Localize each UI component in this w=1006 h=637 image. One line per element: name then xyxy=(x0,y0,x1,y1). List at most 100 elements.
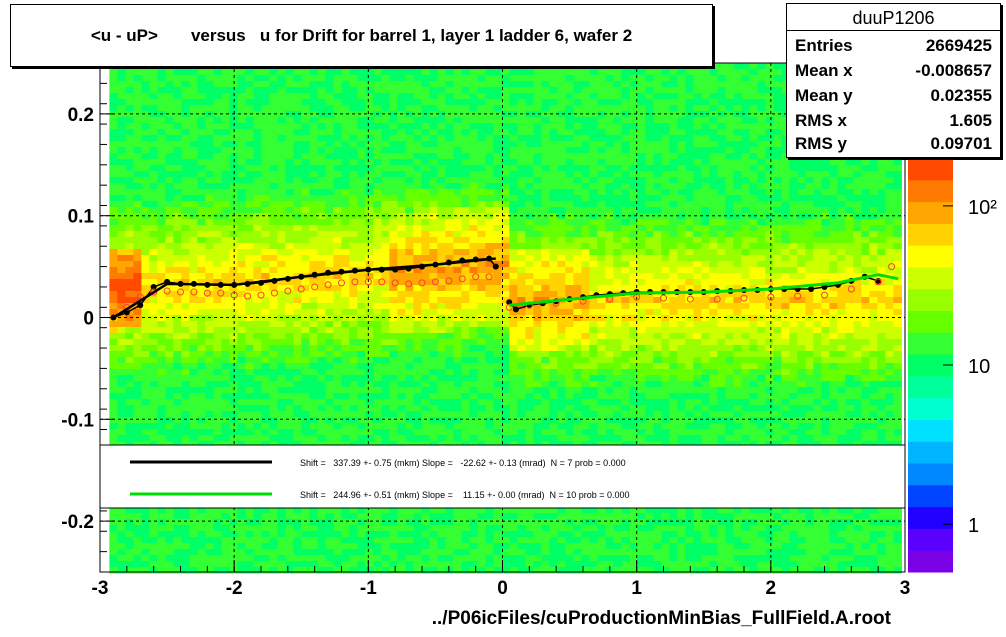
heatmap-cell xyxy=(213,543,222,550)
heatmap-cell xyxy=(245,231,254,238)
heatmap-cell xyxy=(373,141,382,148)
heatmap-cell xyxy=(509,369,518,376)
heatmap-cell xyxy=(205,81,214,88)
heatmap-cell xyxy=(541,417,550,424)
heatmap-cell xyxy=(461,129,470,136)
heatmap-cell xyxy=(501,297,510,304)
heatmap-cell xyxy=(573,195,582,202)
heatmap-cell xyxy=(557,321,566,328)
heatmap-cell xyxy=(573,153,582,160)
heatmap-cell xyxy=(197,279,206,286)
heatmap-cell xyxy=(421,435,430,442)
heatmap-cell xyxy=(477,267,486,274)
heatmap-cell xyxy=(573,345,582,352)
heatmap-cell xyxy=(205,405,214,412)
heatmap-cell xyxy=(381,219,390,226)
heatmap-cell xyxy=(461,411,470,418)
heatmap-cell xyxy=(149,549,158,556)
heatmap-cell xyxy=(237,81,246,88)
heatmap-cell xyxy=(397,297,406,304)
heatmap-cell xyxy=(557,291,566,298)
heatmap-cell xyxy=(557,423,566,430)
heatmap-cell xyxy=(477,327,486,334)
heatmap-cell xyxy=(213,129,222,136)
heatmap-cell xyxy=(181,135,190,142)
heatmap-cell xyxy=(133,249,142,256)
heatmap-cell xyxy=(469,519,478,526)
heatmap-cell xyxy=(229,87,238,94)
heatmap-cell xyxy=(357,381,366,388)
heatmap-cell xyxy=(397,315,406,322)
heatmap-cell xyxy=(549,543,558,550)
heatmap-cell xyxy=(133,153,142,160)
heatmap-cell xyxy=(205,237,214,244)
heatmap-cell xyxy=(293,123,302,130)
heatmap-cell xyxy=(221,531,230,538)
heatmap-cell xyxy=(437,309,446,316)
heatmap-cell xyxy=(117,357,126,364)
heatmap-cell xyxy=(533,297,542,304)
heatmap-cell xyxy=(157,243,166,250)
heatmap-cell xyxy=(373,195,382,202)
heatmap-cell xyxy=(365,111,374,118)
heatmap-cell xyxy=(229,375,238,382)
heatmap-cell xyxy=(213,141,222,148)
heatmap-cell xyxy=(565,429,574,436)
heatmap-cell xyxy=(389,393,398,400)
heatmap-cell xyxy=(229,303,238,310)
heatmap-cell xyxy=(109,87,118,94)
heatmap-cell xyxy=(309,183,318,190)
heatmap-cell xyxy=(301,87,310,94)
heatmap-cell xyxy=(381,177,390,184)
heatmap-cell xyxy=(205,285,214,292)
heatmap-cell xyxy=(149,315,158,322)
heatmap-cell xyxy=(573,75,582,82)
heatmap-cell xyxy=(317,81,326,88)
heatmap-cell xyxy=(309,165,318,172)
heatmap-cell xyxy=(341,213,350,220)
heatmap-cell xyxy=(245,249,254,256)
heatmap-cell xyxy=(245,429,254,436)
heatmap-cell xyxy=(469,231,478,238)
heatmap-cell xyxy=(261,375,270,382)
heatmap-cell xyxy=(269,207,278,214)
heatmap-cell xyxy=(253,273,262,280)
heatmap-cell xyxy=(533,93,542,100)
heatmap-cell xyxy=(269,129,278,136)
heatmap-cell xyxy=(309,531,318,538)
heatmap-cell xyxy=(221,315,230,322)
heatmap-cell xyxy=(501,291,510,298)
heatmap-cell xyxy=(405,507,414,514)
heatmap-cell xyxy=(373,351,382,358)
heatmap-cell xyxy=(133,213,142,220)
heatmap-cell xyxy=(133,363,142,370)
heatmap-cell xyxy=(293,333,302,340)
heatmap-cell xyxy=(437,291,446,298)
heatmap-cell xyxy=(285,81,294,88)
heatmap-cell xyxy=(245,345,254,352)
heatmap-cell xyxy=(213,381,222,388)
heatmap-cell xyxy=(277,291,286,298)
heatmap-cell xyxy=(557,207,566,214)
heatmap-cell xyxy=(341,99,350,106)
heatmap-cell xyxy=(301,195,310,202)
heatmap-cell xyxy=(285,87,294,94)
heatmap-cell xyxy=(557,135,566,142)
heatmap-cell xyxy=(477,225,486,232)
heatmap-cell xyxy=(173,255,182,262)
heatmap-cell xyxy=(405,405,414,412)
heatmap-cell xyxy=(381,165,390,172)
heatmap-cell xyxy=(389,255,398,262)
heatmap-cell xyxy=(533,555,542,562)
heatmap-cell xyxy=(213,267,222,274)
heatmap-cell xyxy=(125,243,134,250)
heatmap-cell xyxy=(309,351,318,358)
heatmap-cell xyxy=(285,309,294,316)
heatmap-cell xyxy=(397,219,406,226)
heatmap-cell xyxy=(461,525,470,532)
heatmap-cell xyxy=(181,387,190,394)
heatmap-cell xyxy=(333,177,342,184)
heatmap-cell xyxy=(485,171,494,178)
heatmap-cell xyxy=(541,165,550,172)
heatmap-cell xyxy=(421,339,430,346)
